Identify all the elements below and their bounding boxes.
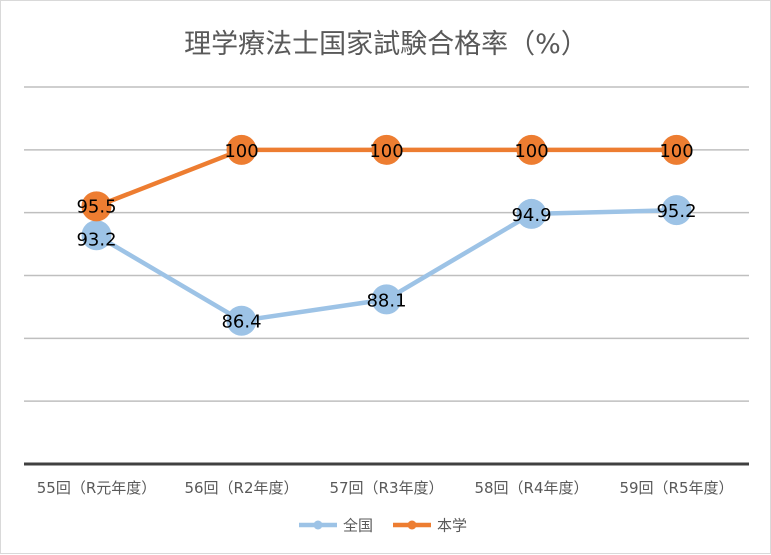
gridlines: [24, 86, 749, 402]
series-0-point-4: [661, 195, 692, 226]
series-layer: [81, 134, 692, 336]
series-0-point-1: [226, 305, 257, 336]
legend-marker-0: [313, 520, 323, 530]
series-1-point-2: [371, 134, 402, 165]
data-label-0-3: 94.9: [511, 205, 551, 226]
data-label-1-3: 100: [514, 141, 548, 162]
data-labels: 93.2 86.4 88.1 94.9 95.2 95.5 100 100 100 100: [76, 141, 696, 333]
data-label-1-4: 100: [659, 141, 693, 162]
data-label-0-2: 88.1: [366, 290, 406, 311]
x-tick-label-1: 56回（R2年度）: [184, 479, 298, 497]
x-axis: 55回（R元年度） 56回（R2年度） 57回（R3年度） 58回（R4年度） 59回（…: [24, 462, 749, 497]
legend-label-1: 本学: [437, 517, 467, 535]
series-1-point-4: [661, 134, 692, 165]
series-0-point-0: [81, 220, 112, 251]
data-label-0-4: 95.2: [656, 201, 696, 222]
x-tick-label-4: 59回（R5年度）: [619, 479, 733, 497]
series-0-point-3: [516, 198, 547, 229]
chart-title: 理学療法士国家試験合格率（%）: [184, 29, 588, 60]
series-0-point-2: [371, 284, 402, 315]
legend: 全国 本学: [299, 517, 467, 535]
data-label-0-1: 86.4: [221, 312, 261, 333]
legend-marker-1: [407, 520, 417, 530]
series-1-point-1: [226, 134, 257, 165]
x-tick-label-3: 58回（R4年度）: [474, 479, 588, 497]
data-label-1-2: 100: [369, 141, 403, 162]
x-tick-label-2: 57回（R3年度）: [329, 479, 443, 497]
data-label-1-0: 95.5: [76, 196, 116, 217]
series-1-point-3: [516, 134, 547, 165]
legend-label-0: 全国: [343, 517, 373, 535]
data-label-1-1: 100: [224, 141, 258, 162]
series-1-point-0: [81, 191, 112, 222]
data-label-0-0: 93.2: [76, 229, 116, 250]
x-tick-label-0: 55回（R元年度）: [37, 479, 157, 497]
